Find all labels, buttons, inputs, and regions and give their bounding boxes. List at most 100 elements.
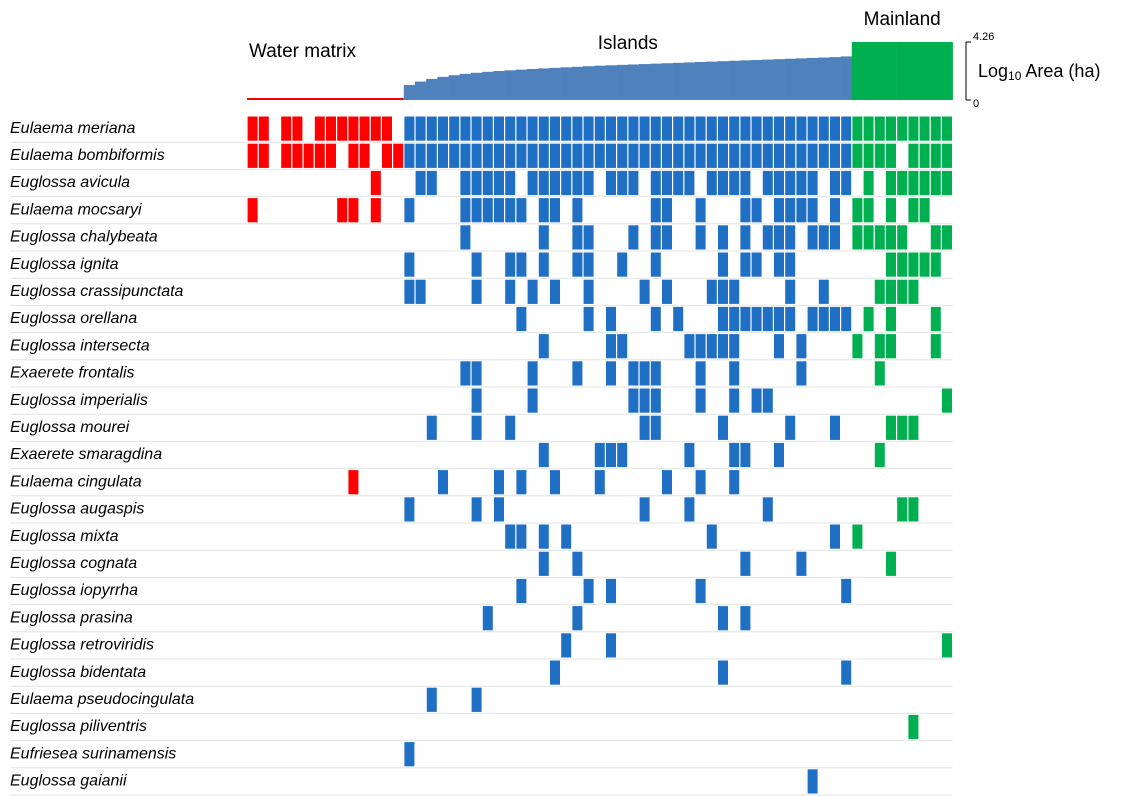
presence-cell bbox=[494, 497, 504, 522]
presence-cell bbox=[662, 198, 672, 223]
presence-cell bbox=[796, 334, 807, 359]
area-bar bbox=[784, 58, 797, 100]
presence-cell bbox=[897, 225, 908, 250]
presence-cell bbox=[572, 551, 583, 576]
row-label: Euglossa iopyrrha bbox=[10, 582, 138, 599]
presence-cell bbox=[751, 252, 762, 277]
presence-cell bbox=[662, 225, 672, 250]
presence-cell bbox=[538, 524, 549, 549]
presence-cell bbox=[729, 334, 740, 359]
presence-cell bbox=[482, 170, 493, 196]
presence-cell bbox=[774, 442, 784, 468]
presence-cell bbox=[684, 143, 695, 168]
area-bar bbox=[403, 85, 416, 100]
presence-cell bbox=[583, 143, 594, 168]
presence-cell bbox=[785, 252, 796, 277]
presence-cell bbox=[628, 225, 639, 250]
row-label: Euglossa retroviridis bbox=[10, 637, 154, 654]
presence-cell bbox=[740, 225, 751, 250]
area-bar bbox=[527, 68, 539, 100]
presence-cell bbox=[942, 170, 952, 196]
presence-cell bbox=[830, 225, 840, 250]
presence-cell bbox=[774, 252, 784, 277]
presence-cell bbox=[538, 442, 549, 468]
presence-cell bbox=[404, 116, 415, 141]
presence-cell bbox=[774, 306, 784, 332]
presence-cell bbox=[628, 361, 639, 386]
area-bar bbox=[594, 65, 606, 100]
area-bar bbox=[560, 67, 573, 100]
presence-cell bbox=[863, 170, 874, 196]
presence-cell bbox=[426, 170, 437, 196]
area-bar bbox=[885, 42, 897, 100]
presence-cell bbox=[326, 116, 336, 141]
row-label: Euglossa chalybeata bbox=[10, 229, 158, 246]
presence-cell bbox=[718, 279, 728, 304]
presence-cell bbox=[718, 334, 728, 359]
presence-cell bbox=[762, 116, 773, 141]
presence-cell bbox=[550, 470, 560, 495]
presence-cell bbox=[606, 306, 616, 332]
presence-cell bbox=[852, 334, 863, 359]
presence-cell bbox=[516, 116, 527, 141]
presence-cell bbox=[684, 497, 695, 522]
area-bar bbox=[538, 68, 550, 100]
presence-cell bbox=[919, 170, 930, 196]
presence-cell bbox=[718, 660, 728, 685]
presence-cell bbox=[550, 116, 560, 141]
row-label: Exaerete smaragdina bbox=[10, 446, 162, 463]
presence-cell bbox=[729, 170, 740, 196]
presence-cell bbox=[886, 170, 896, 196]
presence-cell bbox=[841, 660, 852, 685]
presence-cell bbox=[919, 252, 930, 277]
area-bar bbox=[459, 73, 472, 100]
presence-cell bbox=[606, 170, 616, 196]
presence-cell bbox=[807, 170, 818, 196]
presence-cell bbox=[314, 116, 325, 141]
area-bar bbox=[448, 75, 461, 100]
presence-cell bbox=[505, 198, 516, 223]
presence-cell bbox=[762, 170, 773, 196]
presence-cell bbox=[628, 143, 639, 168]
presence-cell bbox=[863, 143, 874, 168]
presence-cell bbox=[729, 361, 740, 386]
presence-cell bbox=[348, 116, 359, 141]
presence-cell bbox=[527, 388, 538, 413]
presence-cell bbox=[751, 116, 762, 141]
presence-cell bbox=[740, 143, 751, 168]
presence-cell bbox=[438, 470, 448, 495]
presence-cell bbox=[482, 116, 493, 141]
presence-cell bbox=[841, 578, 852, 604]
presence-cell bbox=[516, 143, 527, 168]
presence-cell bbox=[415, 170, 426, 196]
presence-cell bbox=[841, 116, 852, 141]
presence-cell bbox=[281, 116, 292, 141]
presence-cell bbox=[482, 143, 493, 168]
presence-cell bbox=[874, 225, 885, 250]
presence-cell bbox=[774, 198, 784, 223]
area-bar bbox=[639, 64, 651, 100]
presence-cell bbox=[695, 143, 706, 168]
presence-cell bbox=[718, 306, 728, 332]
area-bar bbox=[426, 78, 438, 100]
presence-cell bbox=[594, 116, 605, 141]
area-bar bbox=[627, 64, 640, 100]
presence-cell bbox=[718, 415, 728, 440]
presence-cell bbox=[370, 170, 381, 196]
presence-cell bbox=[606, 143, 616, 168]
presence-cell bbox=[527, 279, 538, 304]
presence-cell bbox=[785, 116, 796, 141]
area-bar bbox=[706, 61, 718, 100]
area-bar bbox=[829, 57, 841, 100]
presence-cell bbox=[729, 143, 740, 168]
presence-cell bbox=[258, 116, 269, 141]
presence-cell bbox=[538, 143, 549, 168]
presence-cell bbox=[247, 143, 258, 168]
area-bar bbox=[919, 42, 931, 100]
presence-cell bbox=[886, 334, 896, 359]
presence-cell bbox=[930, 334, 941, 359]
presence-cell bbox=[897, 415, 908, 440]
presence-cell bbox=[930, 225, 941, 250]
presence-cell bbox=[886, 225, 896, 250]
